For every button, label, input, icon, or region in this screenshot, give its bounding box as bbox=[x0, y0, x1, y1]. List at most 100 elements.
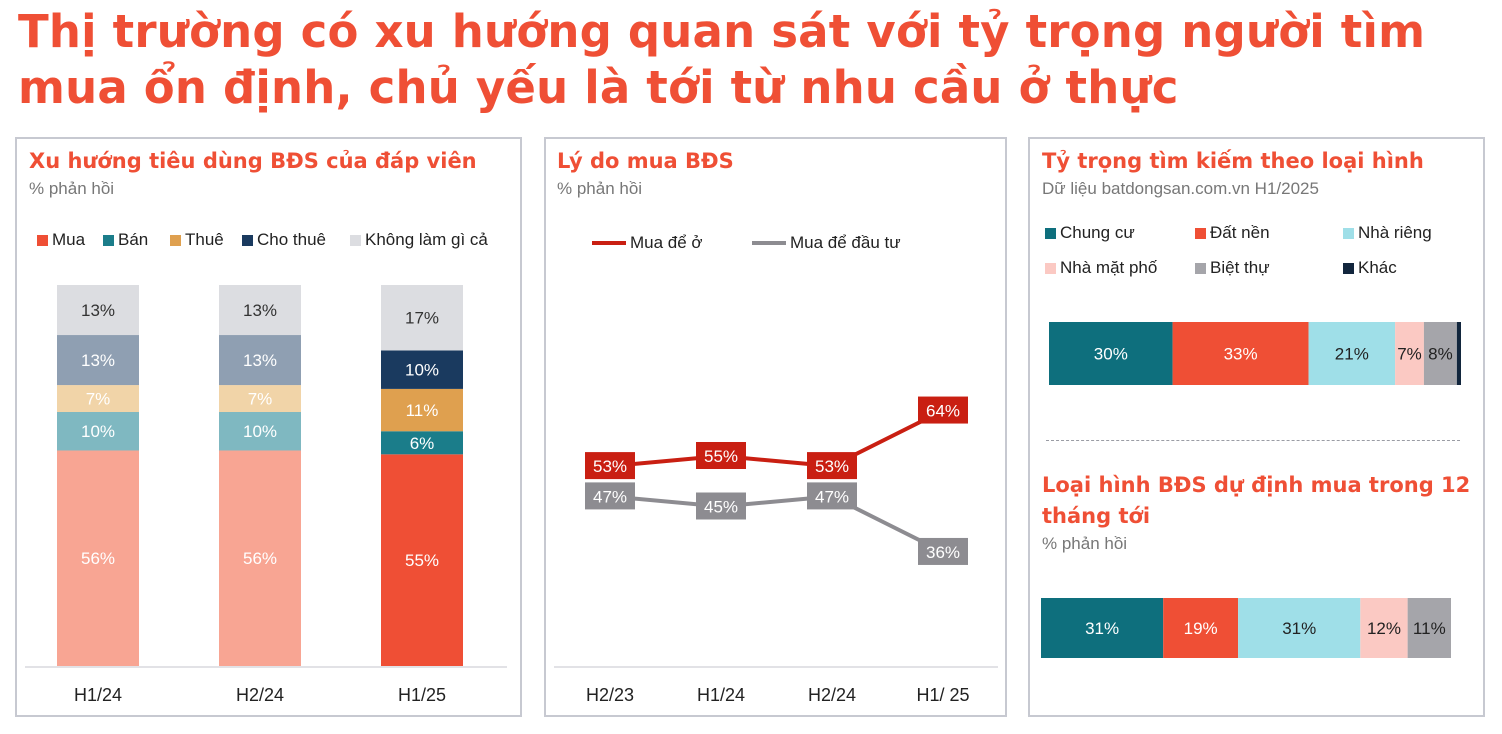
legend-dat-nen-swatch bbox=[1195, 227, 1206, 239]
bar-khong-lam-gi-ca-h2-24 bbox=[219, 285, 301, 336]
page-title-line-1: Thị trường có xu hướng quan sát với tỷ t… bbox=[18, 5, 1426, 58]
search-share-title: Tỷ trọng tìm kiếm theo loại hình bbox=[1042, 149, 1424, 173]
data-label-box-mua-de-dau-tu-h1-25 bbox=[918, 537, 968, 565]
legend-nha-mat-pho: Nhà mặt phố bbox=[1045, 258, 1157, 278]
data-label-mua-de-o-h1-24: 55% bbox=[704, 447, 738, 466]
data-label-box-mua-de-o-h1-24 bbox=[696, 442, 746, 469]
data-label-mua-h1-24: 56% bbox=[81, 549, 115, 568]
legend-nha-rieng-swatch bbox=[1343, 227, 1354, 239]
data-label-mua-h2-24: 56% bbox=[243, 549, 277, 568]
data-label-ban-h1-24: 10% bbox=[81, 422, 115, 441]
data-label-cho-thue-h2-24: 13% bbox=[243, 351, 277, 370]
x-tick-h2-24: H2/24 bbox=[236, 685, 284, 705]
data-label-mua-de-o-h2-23: 53% bbox=[593, 457, 627, 476]
purchase-reason-chart: 53% 55% 53% 64% 47% 45% 47% 36% H2/23 H1/24 H2/24 H… bbox=[554, 396, 998, 705]
bar-khong-lam-gi-ca-h1-24 bbox=[57, 285, 139, 336]
data-label-thue-h2-24: 7% bbox=[248, 390, 273, 409]
search-share-subtitle: Dữ liệu batdongsan.com.vn H1/2025 bbox=[1042, 179, 1319, 198]
data-label-thue-h1-25: 11% bbox=[406, 401, 439, 420]
bar-khong-lam-gi-ca-h1-25 bbox=[381, 285, 463, 351]
consumption-trend-panel: Xu hướng tiêu dùng BĐS của đáp viên % ph… bbox=[15, 137, 522, 717]
purchase-intent-title: Loại hình BĐS dự định mua trong 12 tháng… bbox=[1042, 470, 1470, 532]
data-label-nha-rieng: 21% bbox=[1335, 345, 1369, 364]
purchase-intent-title-line-1: Loại hình BĐS dự định mua trong 12 bbox=[1042, 473, 1471, 497]
bar-thue-h1-25 bbox=[381, 388, 463, 432]
x-tick-h2-24: H2/24 bbox=[808, 685, 856, 705]
bar-nha-rieng bbox=[1308, 322, 1396, 385]
legend-chung-cu-swatch bbox=[1045, 227, 1056, 239]
data-label-dat-nen: 33% bbox=[1224, 345, 1258, 364]
bar-chung-cu bbox=[1041, 598, 1164, 658]
property-type-panel: Tỷ trọng tìm kiếm theo loại hình Dữ liệu… bbox=[1028, 137, 1485, 717]
legend-mua-de-dau-tu-label: Mua để đầu tư bbox=[790, 233, 901, 252]
data-label-khong-lam-gi-ca-h1-25: 17% bbox=[405, 309, 439, 328]
page-title-line-2: mua ổn định, chủ yếu là tới từ nhu cầu ở… bbox=[18, 61, 1179, 114]
data-label-biet-thu: 8% bbox=[1428, 345, 1453, 364]
legend-mua-de-o-label: Mua để ở bbox=[630, 233, 703, 252]
legend-nha-mat-pho-label: Nhà mặt phố bbox=[1060, 258, 1158, 277]
series-line-mua-de-o bbox=[609, 408, 944, 469]
data-label-chung-cu: 30% bbox=[1094, 345, 1128, 364]
data-label-chung-cu: 31% bbox=[1085, 619, 1119, 638]
legend-thue-label: Thuê bbox=[185, 230, 224, 249]
legend-nha-rieng: Nhà riêng bbox=[1343, 223, 1432, 243]
purchase-intent-chart: 31% 19% 31% 12% 11% bbox=[1041, 598, 1451, 658]
page-title: Thị trường có xu hướng quan sát với tỷ t… bbox=[18, 4, 1488, 116]
bar-ban-h1-25 bbox=[381, 431, 463, 455]
legend-nha-mat-pho-swatch bbox=[1045, 262, 1056, 274]
data-label-mua-de-dau-tu-h1-24: 45% bbox=[704, 498, 738, 517]
legend-mua-de-o: Mua để ở bbox=[592, 233, 703, 253]
data-label-box-mua-de-o-h2-23 bbox=[585, 452, 635, 480]
series-line-mua-de-dau-tu bbox=[609, 494, 944, 554]
legend-cho-thue-swatch bbox=[242, 234, 253, 246]
bar-mua-h2-24 bbox=[219, 450, 301, 666]
legend-ban-label: Bán bbox=[118, 230, 149, 249]
legend-khong-lam-gi-ca: Không làm gì cả bbox=[350, 230, 488, 250]
legend-khong-lam-gi-ca-label: Không làm gì cả bbox=[365, 230, 488, 249]
bar-biet-thu bbox=[1407, 598, 1451, 658]
data-label-box-mua-de-dau-tu-h2-23 bbox=[585, 482, 635, 510]
data-label-cho-thue-h1-24: 13% bbox=[81, 351, 115, 370]
data-label-khong-lam-gi-ca-h2-24: 13% bbox=[243, 301, 277, 320]
data-label-cho-thue-h1-25: 10% bbox=[405, 361, 439, 380]
legend-mua: Mua bbox=[37, 230, 85, 250]
bar-ban-h1-24 bbox=[57, 412, 139, 451]
data-label-box-mua-de-dau-tu-h2-24 bbox=[807, 482, 857, 510]
legend-khac-label: Khác bbox=[1358, 258, 1397, 277]
x-tick-h2-23: H2/23 bbox=[586, 685, 634, 705]
legend-chung-cu-label: Chung cư bbox=[1060, 223, 1135, 242]
legend-mua-de-o-swatch bbox=[592, 241, 626, 245]
bar-dat-nen bbox=[1163, 598, 1239, 658]
data-label-mua-de-dau-tu-h2-24: 47% bbox=[815, 487, 849, 506]
data-label-khong-lam-gi-ca-h1-24: 13% bbox=[81, 301, 115, 320]
bar-mua-h1-25 bbox=[381, 454, 463, 666]
bar-nha-mat-pho bbox=[1360, 598, 1408, 658]
bar-dat-nen bbox=[1172, 322, 1309, 385]
legend-cho-thue: Cho thuê bbox=[242, 230, 326, 250]
legend-ban: Bán bbox=[103, 230, 148, 250]
bar-thue-h2-24 bbox=[219, 385, 301, 412]
data-label-mua-de-o-h2-24: 53% bbox=[815, 457, 849, 476]
data-label-mua-de-dau-tu-h1-25: 36% bbox=[926, 543, 960, 562]
legend-biet-thu: Biệt thự bbox=[1195, 258, 1270, 278]
bar-thue-h1-24 bbox=[57, 385, 139, 412]
legend-mua-de-dau-tu: Mua để đầu tư bbox=[752, 233, 901, 253]
data-label-box-mua-de-dau-tu-h1-24 bbox=[696, 492, 746, 520]
bar-chung-cu bbox=[1049, 322, 1173, 385]
data-label-mua-de-o-h1-25: 64% bbox=[926, 402, 960, 421]
data-label-ban-h1-25: 6% bbox=[410, 434, 435, 453]
legend-mua-swatch bbox=[37, 234, 48, 246]
data-label-nha-rieng: 31% bbox=[1282, 619, 1316, 638]
bar-mua-h1-24 bbox=[57, 450, 139, 666]
legend-dat-nen: Đất nền bbox=[1195, 223, 1270, 243]
legend-biet-thu-label: Biệt thự bbox=[1210, 258, 1270, 277]
data-label-dat-nen: 19% bbox=[1184, 619, 1218, 638]
data-label-box-mua-de-o-h2-24 bbox=[807, 452, 857, 480]
purchase-reason-title: Lý do mua BĐS bbox=[557, 149, 734, 173]
purchase-reason-subtitle: % phản hồi bbox=[557, 179, 643, 198]
legend-khac-swatch bbox=[1343, 262, 1354, 274]
legend-nha-rieng-label: Nhà riêng bbox=[1358, 223, 1432, 242]
data-label-nha-mat-pho: 12% bbox=[1367, 619, 1401, 638]
bar-nha-rieng bbox=[1238, 598, 1361, 658]
x-tick-h1-25: H1/25 bbox=[398, 685, 446, 705]
